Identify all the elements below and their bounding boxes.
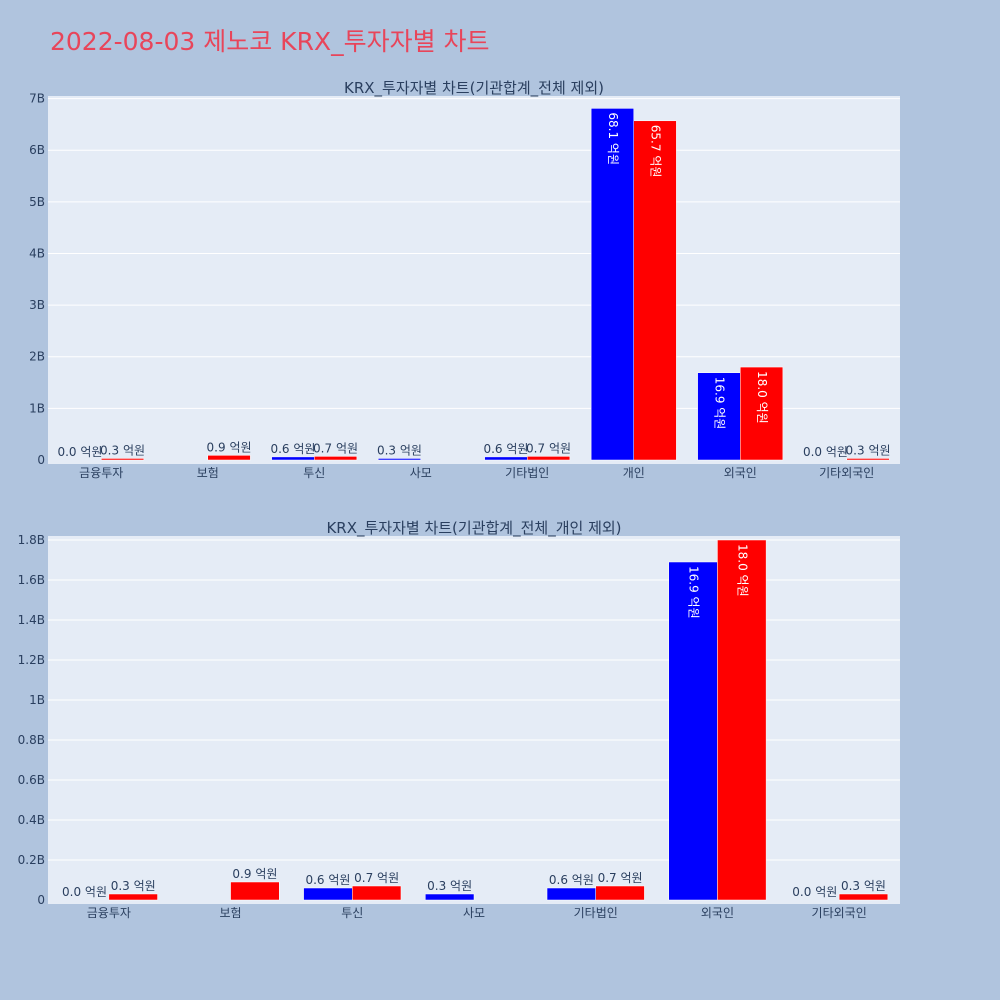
data-label: 0.3 억원	[427, 879, 472, 893]
x-tick-label: 기타법인	[505, 466, 549, 480]
plot-area	[48, 536, 900, 904]
bar	[633, 120, 677, 461]
bar	[846, 458, 890, 461]
data-label: 0.7 억원	[598, 871, 643, 885]
x-tick-label: 보험	[197, 466, 219, 480]
data-label: 16.9 억원	[712, 377, 726, 430]
bar	[303, 887, 353, 901]
chart-title: KRX_투자자별 차트(기관합계_전체_개인 제외)	[326, 519, 621, 538]
bar	[595, 885, 645, 901]
y-tick-label: 4B	[29, 246, 45, 260]
data-label: 0.7 억원	[313, 441, 358, 455]
data-label: 0.6 억원	[549, 873, 594, 887]
page-title: 2022-08-03 제노코 KRX_투자자별 차트	[50, 27, 490, 56]
bar	[314, 456, 358, 461]
data-label: 0.9 억원	[232, 867, 277, 881]
x-tick-label: 투신	[341, 906, 363, 920]
data-label: 0.6 억원	[305, 873, 350, 887]
y-tick-label: 3B	[29, 298, 45, 312]
bar	[425, 893, 475, 901]
data-label: 0.7 억원	[354, 871, 399, 885]
x-tick-label: 사모	[463, 906, 485, 920]
x-tick-label: 사모	[410, 466, 432, 480]
y-tick-label: 0	[37, 453, 45, 467]
x-tick-label: 금융투자	[87, 906, 131, 920]
data-label: 68.1 억원	[606, 112, 620, 165]
y-tick-label: 1B	[29, 693, 45, 707]
bar	[108, 893, 158, 901]
data-label: 0.7 억원	[526, 441, 571, 455]
chart-title: KRX_투자자별 차트(기관합계_전체 제외)	[344, 79, 604, 98]
bar	[377, 458, 421, 461]
bar	[207, 455, 251, 461]
data-label: 16.9 억원	[687, 566, 701, 619]
y-tick-label: 1.2B	[18, 653, 45, 667]
bar	[590, 108, 635, 461]
y-tick-label: 1.8B	[18, 533, 45, 547]
data-label: 18.0 억원	[755, 371, 769, 424]
y-tick-label: 0.8B	[18, 733, 45, 747]
y-tick-label: 0.6B	[18, 773, 45, 787]
data-label: 0.0 억원	[792, 885, 837, 899]
bar	[697, 372, 741, 461]
bar	[838, 893, 889, 901]
x-tick-label: 외국인	[724, 466, 757, 480]
y-tick-label: 6B	[29, 143, 45, 157]
data-label: 0.0 억원	[57, 445, 102, 459]
data-label: 0.0 억원	[62, 885, 107, 899]
x-tick-label: 금융투자	[79, 466, 123, 480]
data-label: 0.6 억원	[483, 442, 528, 456]
y-tick-label: 5B	[29, 195, 45, 209]
data-label: 0.0 억원	[803, 445, 848, 459]
x-tick-label: 외국인	[701, 906, 734, 920]
y-tick-label: 1.6B	[18, 573, 45, 587]
data-label: 0.3 억원	[846, 443, 891, 457]
bar	[740, 366, 784, 461]
bar	[546, 887, 596, 901]
data-label: 0.3 억원	[100, 443, 145, 457]
bar	[101, 458, 145, 461]
bar	[230, 881, 280, 901]
x-tick-label: 투신	[303, 466, 325, 480]
bar	[717, 539, 767, 901]
data-label: 0.3 억원	[377, 443, 422, 457]
y-tick-label: 0.4B	[18, 813, 45, 827]
data-label: 65.7 억원	[649, 125, 663, 178]
bar	[668, 561, 718, 901]
bar	[527, 456, 571, 461]
x-tick-label: 기타외국인	[812, 906, 867, 920]
x-tick-label: 보험	[220, 906, 242, 920]
y-tick-label: 1B	[29, 401, 45, 415]
data-label: 0.3 억원	[111, 879, 156, 893]
y-tick-label: 7B	[29, 92, 45, 106]
data-label: 0.9 억원	[207, 440, 252, 454]
y-tick-label: 0.2B	[18, 853, 45, 867]
y-tick-label: 0	[37, 893, 45, 907]
data-label: 0.6 억원	[270, 442, 315, 456]
y-tick-label: 2B	[29, 350, 45, 364]
y-tick-label: 1.4B	[18, 613, 45, 627]
x-tick-label: 개인	[623, 466, 645, 480]
x-tick-label: 기타외국인	[819, 466, 874, 480]
x-tick-label: 기타법인	[574, 906, 618, 920]
bar	[352, 885, 402, 901]
data-label: 0.3 억원	[841, 879, 886, 893]
data-label: 18.0 억원	[735, 544, 749, 597]
